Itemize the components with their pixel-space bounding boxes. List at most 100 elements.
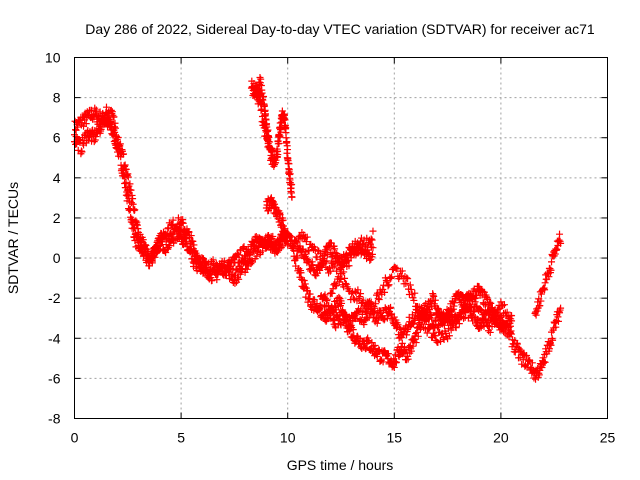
data-point — [338, 270, 346, 278]
data-point — [274, 151, 282, 159]
data-point — [310, 243, 318, 251]
data-point — [306, 290, 314, 298]
data-point — [116, 140, 124, 148]
data-point — [344, 252, 352, 260]
data-point — [126, 180, 134, 188]
x-tick-label: 10 — [280, 430, 296, 446]
data-point — [301, 280, 309, 288]
data-point — [120, 150, 128, 158]
data-point — [337, 275, 345, 283]
data-point — [390, 363, 398, 371]
data-point — [393, 264, 401, 272]
data-point — [436, 337, 444, 345]
data-point — [394, 321, 402, 329]
data-point — [553, 245, 561, 253]
data-point — [404, 275, 412, 283]
data-point — [124, 173, 132, 181]
data-point — [367, 298, 375, 306]
data-point — [355, 243, 363, 251]
data-point — [313, 300, 321, 308]
data-point — [451, 299, 459, 307]
data-point — [503, 308, 511, 316]
data-point — [363, 303, 371, 311]
data-point — [327, 315, 335, 323]
x-axis-label: GPS time / hours — [287, 457, 394, 473]
data-point — [409, 342, 417, 350]
data-point — [497, 313, 505, 321]
data-point — [482, 315, 490, 323]
data-point — [538, 364, 546, 372]
data-point — [477, 306, 485, 314]
data-point — [369, 227, 377, 235]
data-point — [156, 241, 164, 249]
data-point — [459, 303, 467, 311]
data-point — [234, 250, 242, 258]
data-point — [548, 258, 556, 266]
data-point — [353, 249, 361, 257]
data-point — [492, 319, 500, 327]
data-point — [260, 92, 268, 100]
data-point — [431, 296, 439, 304]
data-point — [497, 298, 505, 306]
data-point — [486, 328, 494, 336]
data-point — [269, 232, 277, 240]
data-point — [366, 240, 374, 248]
data-point — [328, 289, 336, 297]
data-point — [348, 289, 356, 297]
data-point — [528, 359, 536, 367]
data-point — [371, 304, 379, 312]
data-point — [549, 336, 557, 344]
data-point — [381, 288, 389, 296]
y-tick-label: -2 — [48, 290, 61, 306]
data-point — [320, 308, 328, 316]
data-point — [371, 342, 379, 350]
data-point — [331, 262, 339, 270]
data-point — [501, 329, 509, 337]
data-point — [410, 296, 418, 304]
data-point — [426, 324, 434, 332]
data-point — [398, 339, 406, 347]
data-point — [437, 330, 445, 338]
data-point — [508, 330, 516, 338]
data-point — [556, 230, 564, 238]
data-point — [97, 125, 105, 133]
data-point — [346, 323, 354, 331]
data-point — [507, 315, 515, 323]
data-point — [403, 274, 411, 282]
y-tick-label: 0 — [53, 250, 61, 266]
data-point — [300, 276, 308, 284]
data-point — [370, 345, 378, 353]
y-tick-label: 4 — [53, 170, 61, 186]
data-point — [202, 258, 210, 266]
y-tick-label: 10 — [45, 50, 61, 66]
data-point — [336, 265, 344, 273]
data-point — [316, 301, 324, 309]
data-point — [277, 236, 285, 244]
data-point — [114, 133, 122, 141]
data-point — [481, 316, 489, 324]
data-point — [460, 302, 468, 310]
data-point — [155, 242, 163, 250]
data-point — [225, 263, 233, 271]
data-point — [508, 312, 516, 320]
data-point — [72, 140, 80, 148]
data-point — [347, 321, 355, 329]
data-point — [148, 259, 156, 267]
data-point — [500, 328, 508, 336]
data-point — [365, 337, 373, 345]
data-point — [338, 299, 346, 307]
data-point — [430, 292, 438, 300]
data-point — [468, 293, 476, 301]
data-point — [420, 302, 428, 310]
data-point — [313, 253, 321, 261]
data-point — [169, 216, 177, 224]
data-point — [552, 323, 560, 331]
plot-frame — [74, 57, 608, 419]
data-point — [281, 225, 289, 233]
y-tick-label: 8 — [53, 90, 61, 106]
data-point — [354, 286, 362, 294]
data-point — [197, 263, 205, 271]
data-point — [235, 275, 243, 283]
data-point — [379, 358, 387, 366]
data-point — [369, 244, 377, 252]
